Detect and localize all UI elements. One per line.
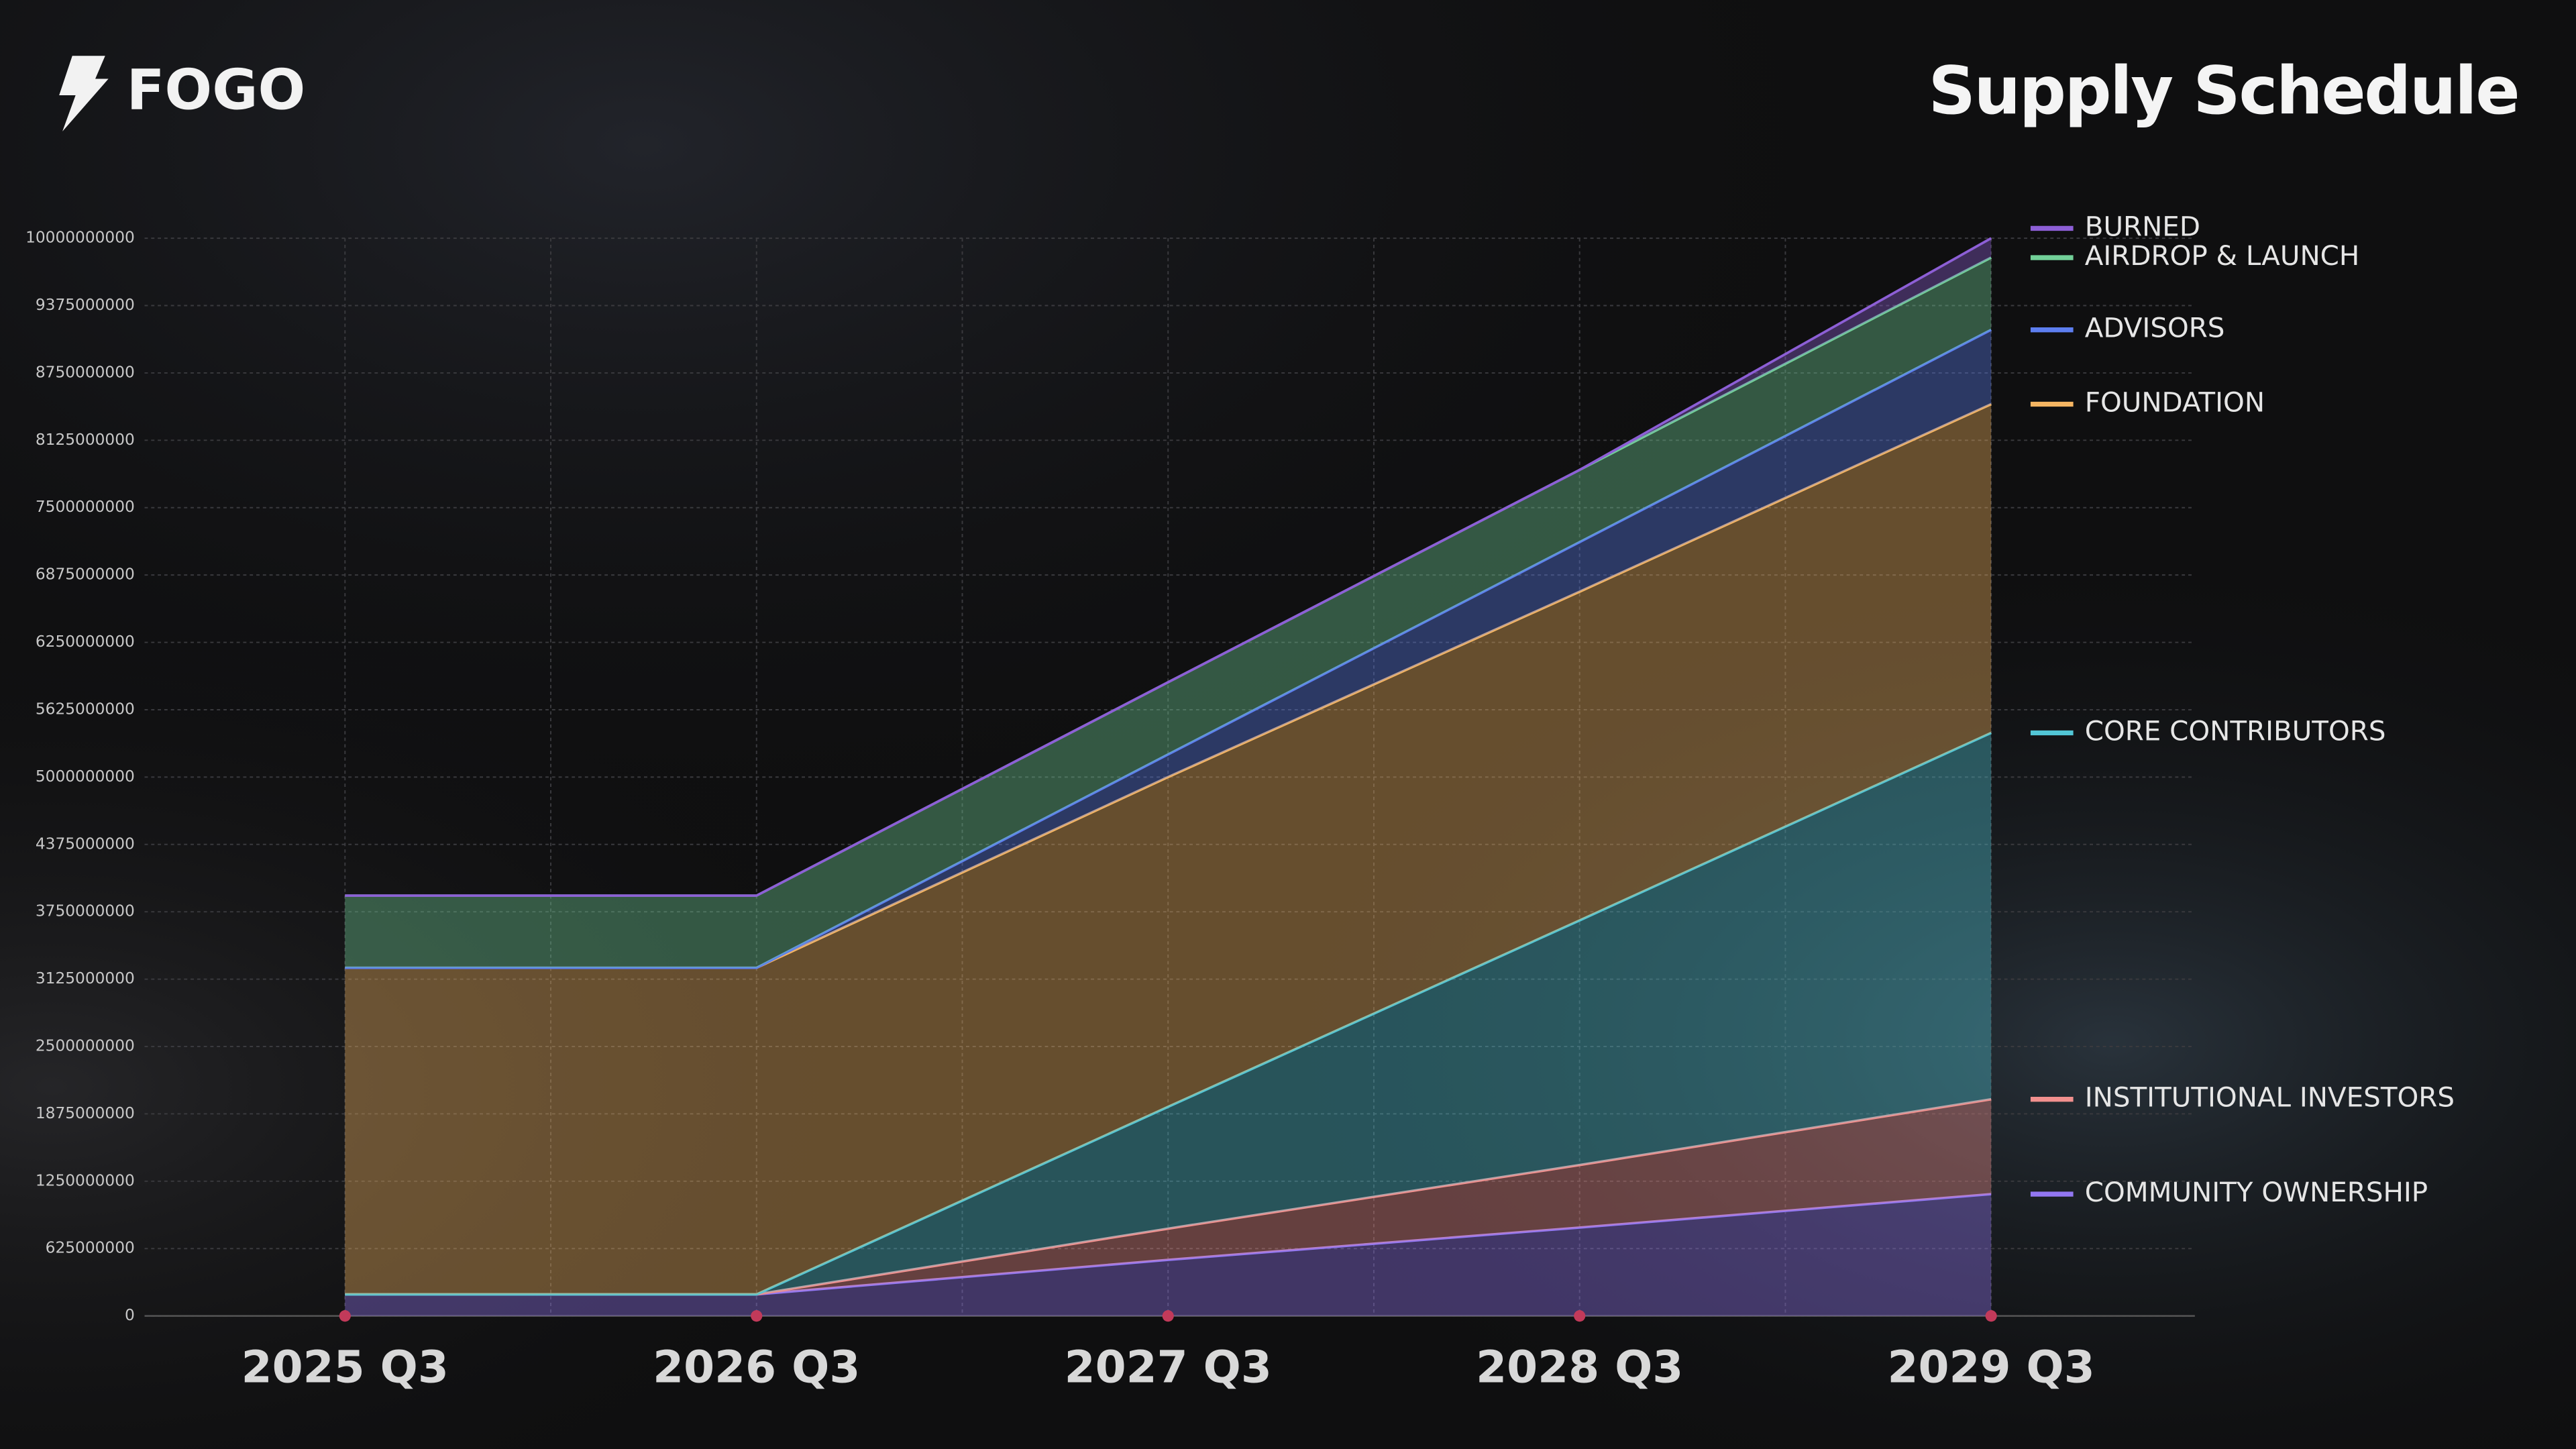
y-tick-label: 8750000000 [36, 363, 135, 381]
x-tick-label: 2029 Q3 [1888, 1342, 2095, 1393]
legend-label: AIRDROP & LAUNCH [2085, 239, 2360, 272]
category-dot [1985, 1310, 1997, 1322]
category-dot [339, 1310, 351, 1322]
y-tick-label: 625000000 [46, 1239, 135, 1257]
category-dot [1162, 1310, 1174, 1322]
y-tick-label: 9375000000 [36, 296, 135, 314]
y-tick-label: 3750000000 [36, 902, 135, 920]
y-tick-label: 2500000000 [36, 1037, 135, 1055]
y-tick-label: 1250000000 [36, 1171, 135, 1189]
category-dot [1574, 1310, 1586, 1322]
y-tick-label: 6250000000 [36, 633, 135, 651]
y-tick-label: 3125000000 [36, 969, 135, 987]
legend-label: ADVISORS [2085, 312, 2225, 344]
x-tick-label: 2028 Q3 [1476, 1342, 1683, 1393]
brand: FOGO [127, 58, 306, 123]
y-tick-label: 8125000000 [36, 431, 135, 449]
legend-label: COMMUNITY OWNERSHIP [2085, 1176, 2428, 1208]
y-tick-label: 5000000000 [36, 767, 135, 786]
y-tick-label: 0 [125, 1306, 135, 1324]
y-tick-label: 7500000000 [36, 498, 135, 516]
y-tick-label: 1875000000 [36, 1104, 135, 1122]
chart-title: Supply Schedule [1928, 53, 2518, 129]
legend-label: CORE CONTRIBUTORS [2085, 714, 2386, 747]
category-dot [751, 1310, 763, 1322]
logo-icon [59, 56, 109, 131]
x-tick-label: 2026 Q3 [653, 1342, 860, 1393]
y-tick-label: 5625000000 [36, 700, 135, 718]
overlay: COMMUNITY OWNERSHIP INSTITUTIONAL INVESTO… [241, 210, 2455, 1393]
legend-label: INSTITUTIONAL INVESTORS [2085, 1081, 2455, 1114]
x-tick-label: 2027 Q3 [1065, 1342, 1272, 1393]
legend-label: FOUNDATION [2085, 386, 2265, 419]
legend-label: BURNED [2085, 210, 2200, 242]
y-tick-label: 4375000000 [36, 835, 135, 853]
y-tick-label: 6875000000 [36, 566, 135, 584]
y-tick-label: 10000000000 [25, 229, 135, 247]
x-tick-label: 2025 Q3 [241, 1342, 449, 1393]
